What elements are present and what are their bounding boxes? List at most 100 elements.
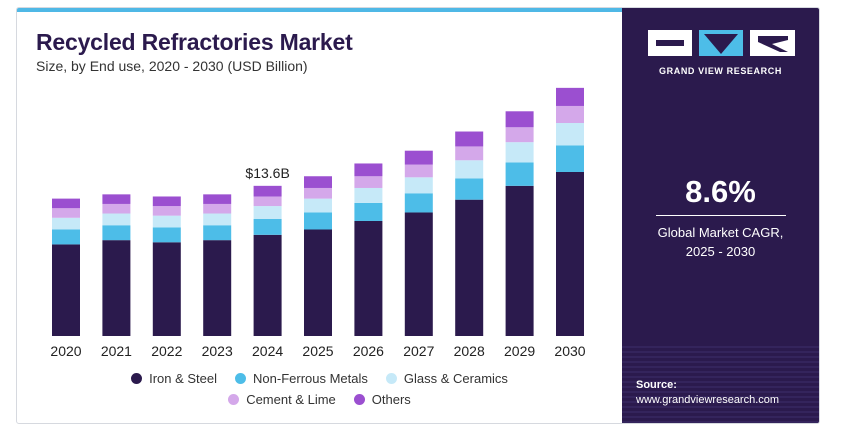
bar-segment-glass-ceramics-2024 bbox=[253, 206, 282, 219]
legend-swatch bbox=[228, 394, 240, 405]
x-tick-label: 2020 bbox=[50, 343, 81, 359]
bar-segment-iron-steel-2023 bbox=[203, 240, 232, 336]
divider bbox=[656, 215, 786, 216]
bar-segment-others-2024 bbox=[253, 185, 282, 197]
bar-segment-iron-steel-2030 bbox=[556, 171, 584, 336]
bar-segment-others-2030 bbox=[556, 87, 584, 106]
bar-segment-non-ferrous-metals-2023 bbox=[203, 225, 232, 241]
x-tick-label: 2026 bbox=[353, 343, 384, 359]
legend-item: Non-Ferrous Metals bbox=[235, 371, 368, 386]
bar-segment-glass-ceramics-2022 bbox=[152, 215, 181, 228]
bar-segment-others-2020 bbox=[52, 198, 80, 209]
bar-segment-cement-lime-2027 bbox=[404, 164, 433, 178]
bar-segment-non-ferrous-metals-2026 bbox=[354, 202, 383, 221]
bar-segment-glass-ceramics-2020 bbox=[52, 217, 80, 230]
bar-segment-glass-ceramics-2027 bbox=[404, 177, 433, 194]
x-tick-label: 2024 bbox=[252, 343, 283, 359]
grand-view-research-logo bbox=[648, 30, 795, 56]
legend-label: Non-Ferrous Metals bbox=[253, 371, 368, 386]
bar-segment-cement-lime-2024 bbox=[253, 196, 282, 207]
bar-segment-others-2021 bbox=[102, 194, 131, 204]
cagr-label: Global Market CAGR, 2025 - 2030 bbox=[622, 223, 819, 261]
bar-segment-non-ferrous-metals-2021 bbox=[102, 225, 131, 241]
bar-segment-non-ferrous-metals-2020 bbox=[52, 229, 80, 245]
legend-swatch bbox=[353, 394, 365, 405]
bar-segment-others-2025 bbox=[304, 176, 332, 188]
bar-segment-others-2027 bbox=[404, 150, 433, 165]
x-tick-label: 2027 bbox=[403, 343, 434, 359]
chart-title: Recycled Refractories Market bbox=[36, 29, 353, 55]
bar-segment-iron-steel-2020 bbox=[52, 244, 80, 336]
bar-segment-glass-ceramics-2021 bbox=[102, 213, 131, 226]
bar-segment-iron-steel-2028 bbox=[455, 199, 484, 336]
legend-swatch bbox=[235, 373, 247, 384]
bar-segment-non-ferrous-metals-2024 bbox=[253, 218, 282, 235]
bar-annotation-label: $13.6B bbox=[245, 165, 289, 181]
bar-segment-iron-steel-2025 bbox=[304, 229, 332, 336]
bar-segment-cement-lime-2030 bbox=[556, 105, 584, 123]
bar-segment-iron-steel-2024 bbox=[253, 234, 282, 336]
bar-segment-iron-steel-2027 bbox=[404, 212, 433, 336]
bar-segment-cement-lime-2026 bbox=[354, 176, 383, 188]
cagr-label-line1: Global Market CAGR, bbox=[657, 225, 784, 240]
x-tick-label: 2022 bbox=[151, 343, 182, 359]
side-panel: GRAND VIEW RESEARCH 8.6% Global Market C… bbox=[622, 8, 819, 423]
legend-item: Others bbox=[353, 392, 411, 407]
bar-segment-others-2028 bbox=[455, 131, 484, 147]
source-url[interactable]: www.grandviewresearch.com bbox=[636, 394, 780, 406]
bar-segment-glass-ceramics-2029 bbox=[505, 142, 534, 163]
legend-label: Cement & Lime bbox=[246, 392, 336, 407]
stacked-bar-chart: 2020 2021 2022 2023 2024 $13.6B 2025 2026 2027 20… bbox=[50, 87, 586, 359]
chart-card: Recycled Refractories Market Size, by En… bbox=[16, 7, 820, 424]
bar-segment-iron-steel-2026 bbox=[354, 220, 383, 336]
x-tick-label: 2025 bbox=[302, 343, 333, 359]
bar-segment-others-2026 bbox=[354, 163, 383, 177]
legend-item: Glass & Ceramics bbox=[385, 371, 508, 386]
bar-segment-cement-lime-2022 bbox=[152, 206, 181, 216]
source-label: Source: bbox=[636, 379, 677, 391]
legend-label: Others bbox=[371, 392, 411, 407]
bar-segment-iron-steel-2029 bbox=[505, 185, 534, 336]
bar-segment-cement-lime-2021 bbox=[102, 203, 131, 214]
bar-segment-glass-ceramics-2030 bbox=[556, 123, 584, 146]
bar-segment-non-ferrous-metals-2028 bbox=[455, 178, 484, 200]
bar-segment-glass-ceramics-2028 bbox=[455, 160, 484, 179]
legend-row: Iron & Steel Non-Ferrous Metals Glass & Ce… bbox=[17, 371, 622, 386]
bar-segment-non-ferrous-metals-2025 bbox=[304, 212, 332, 230]
bar-segment-iron-steel-2022 bbox=[152, 242, 181, 336]
bar-segment-others-2029 bbox=[505, 111, 534, 128]
bar-segment-non-ferrous-metals-2029 bbox=[505, 162, 534, 186]
brand-name: GRAND VIEW RESEARCH bbox=[659, 66, 782, 76]
cagr-label-line2: 2025 - 2030 bbox=[685, 244, 756, 259]
x-tick-label: 2021 bbox=[101, 343, 132, 359]
x-tick-label: 2028 bbox=[454, 343, 485, 359]
accent-bar bbox=[17, 8, 622, 12]
bar-segment-others-2022 bbox=[152, 196, 181, 207]
legend-label: Iron & Steel bbox=[149, 371, 218, 386]
bar-segment-glass-ceramics-2025 bbox=[304, 198, 332, 213]
bar-segment-non-ferrous-metals-2030 bbox=[556, 145, 584, 172]
legend-row: Cement & Lime Others bbox=[17, 392, 622, 407]
bar-segment-glass-ceramics-2023 bbox=[203, 213, 232, 226]
cagr-value: 8.6% bbox=[685, 174, 756, 209]
bar-segment-cement-lime-2029 bbox=[505, 127, 534, 143]
bar-segment-cement-lime-2020 bbox=[52, 208, 80, 218]
legend-item: Iron & Steel bbox=[131, 371, 217, 386]
bar-segment-cement-lime-2025 bbox=[304, 187, 332, 199]
source-note: Source: www.grandviewresearch.com bbox=[636, 378, 779, 408]
bar-segment-iron-steel-2021 bbox=[102, 240, 131, 336]
bar-segment-non-ferrous-metals-2022 bbox=[152, 227, 181, 243]
x-tick-label: 2030 bbox=[554, 343, 585, 359]
legend-label: Glass & Ceramics bbox=[403, 371, 508, 386]
x-tick-label: 2029 bbox=[504, 343, 535, 359]
chart-subtitle: Size, by End use, 2020 - 2030 (USD Billi… bbox=[36, 58, 308, 74]
bar-segment-cement-lime-2023 bbox=[203, 203, 232, 214]
legend-swatch bbox=[131, 373, 143, 384]
bar-segment-glass-ceramics-2026 bbox=[354, 187, 383, 203]
bar-segment-non-ferrous-metals-2027 bbox=[404, 193, 433, 213]
legend: Iron & Steel Non-Ferrous Metals Glass & Ce… bbox=[17, 371, 622, 413]
legend-swatch bbox=[385, 373, 397, 384]
x-tick-label: 2023 bbox=[202, 343, 233, 359]
bar-segment-cement-lime-2028 bbox=[455, 146, 484, 161]
bar-segment-others-2023 bbox=[203, 194, 232, 204]
